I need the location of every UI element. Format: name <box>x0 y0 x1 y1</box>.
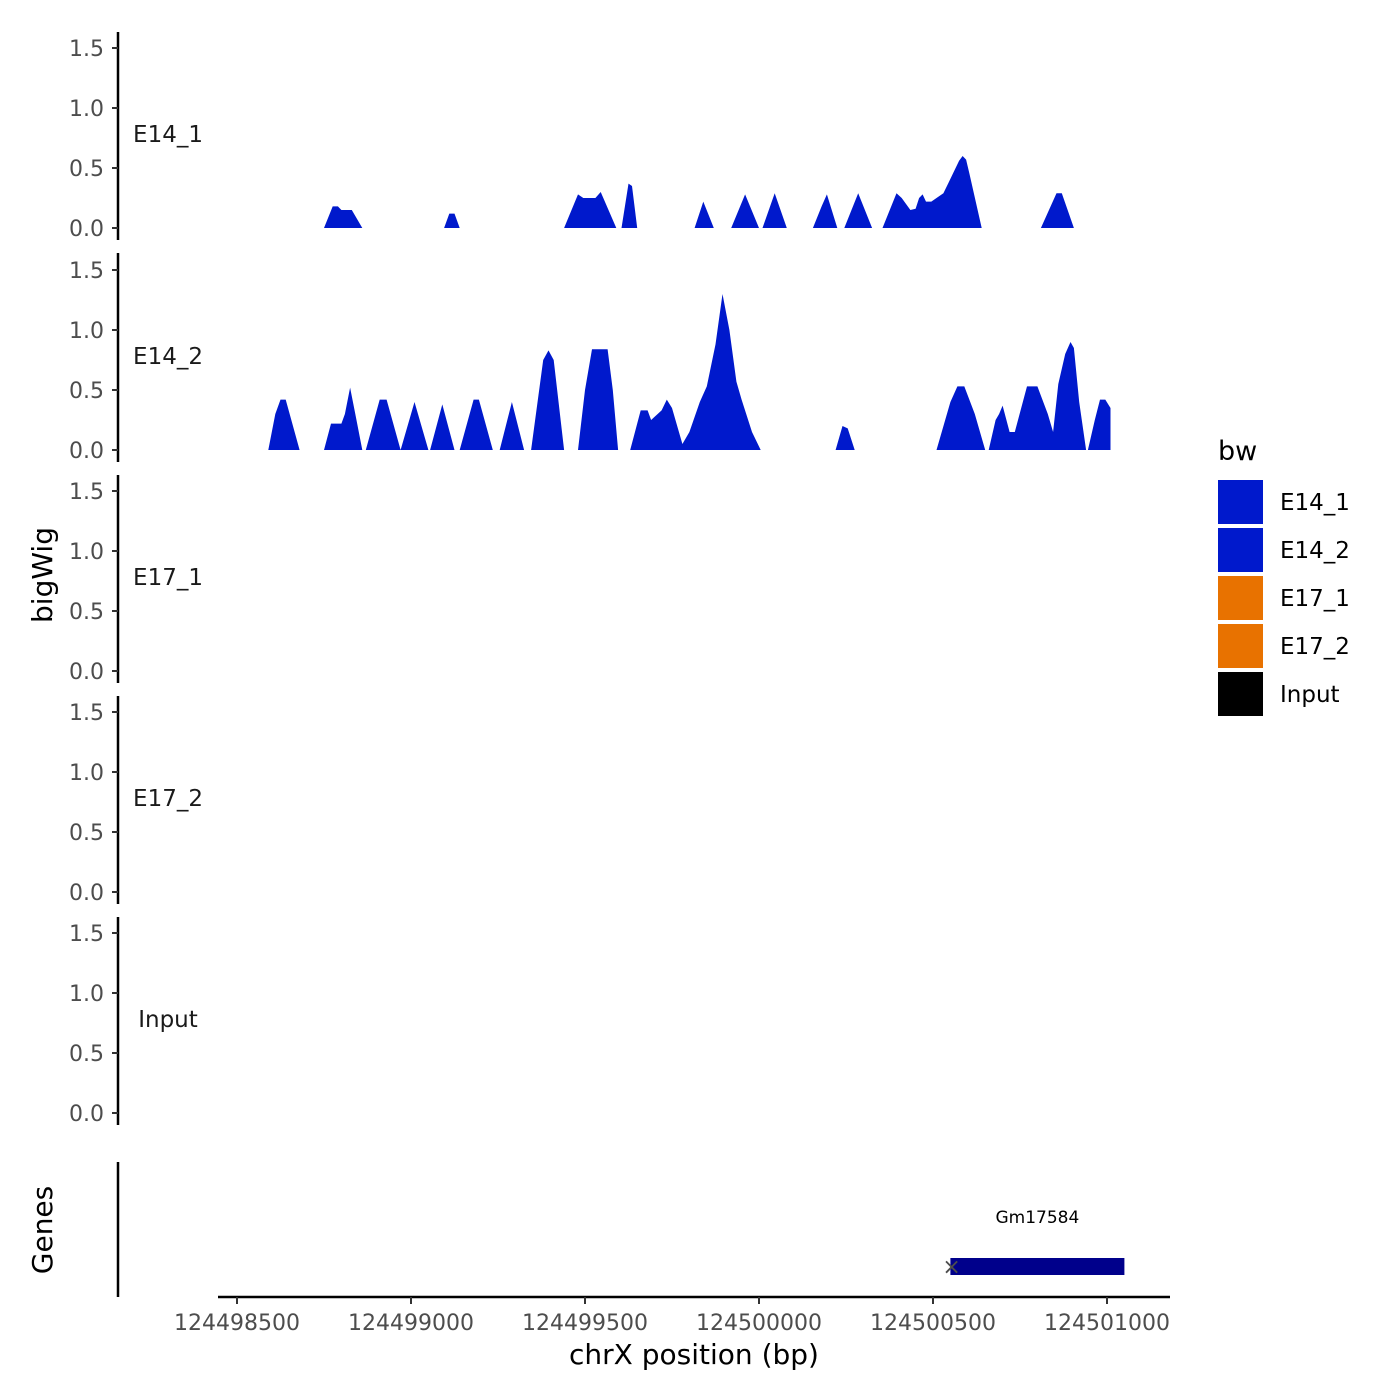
y-tick-label: 0.0 <box>69 217 104 242</box>
signal-area-e14_1 <box>324 156 1074 228</box>
x-tick-label: 124499500 <box>522 1311 648 1336</box>
track-input: 0.0 0.5 1.0 1.5 Input <box>69 917 198 1127</box>
genes-track-title: Genes <box>26 1186 59 1274</box>
track-e17_1: 0.0 0.5 1.0 1.5 E17_1 <box>69 475 203 685</box>
x-tick-label: 124500500 <box>870 1311 996 1336</box>
genes-track: × Gm17584 <box>116 1162 1125 1297</box>
x-axis-title: chrX position (bp) <box>569 1338 819 1371</box>
y-tick-label: 0.5 <box>69 600 104 625</box>
track-e17_2: 0.0 0.5 1.0 1.5 E17_2 <box>69 696 203 906</box>
track-label: Input <box>138 1007 198 1033</box>
track-e14_1: 0.0 0.5 1.0 1.5 E14_1 <box>69 32 1074 242</box>
y-tick-label: 1.5 <box>69 259 104 284</box>
legend-key-input <box>1218 672 1263 716</box>
y-tick-label: 0.0 <box>69 881 104 906</box>
y-tick-label: 0.0 <box>69 439 104 464</box>
x-tick-label: 124498500 <box>174 1311 300 1336</box>
y-axis-title: bigWig <box>26 527 59 623</box>
y-tick-label: 1.0 <box>69 319 104 344</box>
legend-key-e17_2 <box>1218 624 1263 668</box>
signal-area-e14_2 <box>268 294 1111 450</box>
gene-strand-mark: × <box>942 1255 960 1280</box>
x-tick-label: 124501000 <box>1044 1311 1170 1336</box>
track-label: E14_1 <box>133 122 203 148</box>
y-tick-label: 0.5 <box>69 157 104 182</box>
y-tick-label: 1.5 <box>69 922 104 947</box>
legend-label: E14_1 <box>1280 490 1350 516</box>
track-e14_2: 0.0 0.5 1.0 1.5 E14_2 <box>69 253 1111 464</box>
x-axis: 124498500 124499000 124499500 124500000 1245… <box>174 1295 1170 1336</box>
tracks-group: 0.0 0.5 1.0 1.5 E14_1 0.0 0.5 1.0 1.5 E14_2 0.0 0.5… <box>69 32 1111 1127</box>
legend-key-e17_1 <box>1218 576 1263 620</box>
gene-label: Gm17584 <box>995 1208 1079 1228</box>
y-tick-label: 0.0 <box>69 660 104 685</box>
legend-label: E17_1 <box>1280 586 1350 612</box>
y-tick-label: 1.5 <box>69 701 104 726</box>
gene-body <box>950 1258 1125 1275</box>
track-label: E14_2 <box>133 344 203 370</box>
y-tick-label: 0.5 <box>69 1042 104 1067</box>
track-label: E17_2 <box>133 786 203 812</box>
y-tick-label: 1.0 <box>69 540 104 565</box>
y-tick-label: 0.5 <box>69 821 104 846</box>
x-tick-label: 124499000 <box>348 1311 474 1336</box>
legend-key-e14_2 <box>1218 528 1263 572</box>
y-tick-label: 1.0 <box>69 97 104 122</box>
y-tick-label: 0.0 <box>69 1102 104 1127</box>
legend-label: E17_2 <box>1280 634 1350 660</box>
y-tick-label: 0.5 <box>69 379 104 404</box>
y-tick-label: 1.0 <box>69 982 104 1007</box>
track-label: E17_1 <box>133 565 203 591</box>
x-tick-label: 124500000 <box>696 1311 822 1336</box>
y-tick-label: 1.5 <box>69 480 104 505</box>
legend-label: E14_2 <box>1280 538 1350 564</box>
legend: bw E14_1 E14_2 E17_1 E17_2 Input <box>1218 436 1350 716</box>
legend-title: bw <box>1218 436 1257 467</box>
y-tick-label: 1.5 <box>69 37 104 62</box>
legend-key-e14_1 <box>1218 480 1263 524</box>
y-tick-label: 1.0 <box>69 761 104 786</box>
legend-label: Input <box>1280 682 1340 708</box>
